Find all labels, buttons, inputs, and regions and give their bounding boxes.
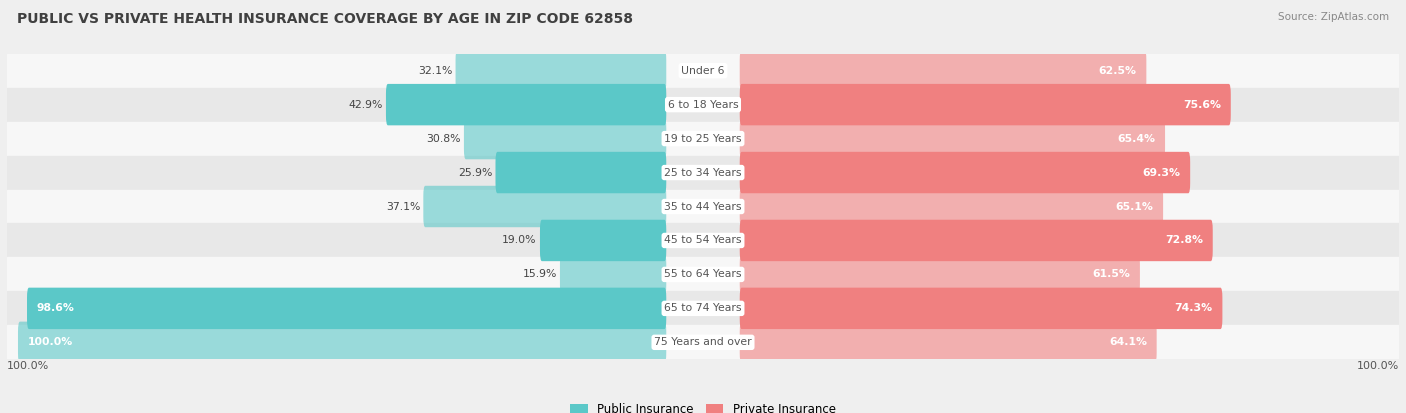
- Text: 42.9%: 42.9%: [349, 100, 382, 109]
- Bar: [7, 54, 1399, 88]
- FancyBboxPatch shape: [740, 50, 1146, 91]
- Text: 62.5%: 62.5%: [1098, 66, 1136, 76]
- Bar: [7, 156, 1399, 190]
- Text: 30.8%: 30.8%: [426, 133, 461, 144]
- Text: 69.3%: 69.3%: [1143, 168, 1181, 178]
- Text: 64.1%: 64.1%: [1109, 337, 1147, 347]
- FancyBboxPatch shape: [18, 322, 666, 363]
- FancyBboxPatch shape: [456, 50, 666, 91]
- Text: 37.1%: 37.1%: [385, 202, 420, 211]
- Bar: [7, 257, 1399, 292]
- Bar: [7, 121, 1399, 156]
- Text: 25 to 34 Years: 25 to 34 Years: [664, 168, 742, 178]
- Text: Under 6: Under 6: [682, 66, 724, 76]
- Text: 61.5%: 61.5%: [1092, 269, 1130, 280]
- Legend: Public Insurance, Private Insurance: Public Insurance, Private Insurance: [565, 398, 841, 413]
- Text: 65 to 74 Years: 65 to 74 Years: [664, 304, 742, 313]
- FancyBboxPatch shape: [740, 118, 1166, 159]
- Bar: [7, 292, 1399, 325]
- FancyBboxPatch shape: [740, 288, 1222, 329]
- Text: 74.3%: 74.3%: [1174, 304, 1213, 313]
- Text: 100.0%: 100.0%: [7, 361, 49, 371]
- FancyBboxPatch shape: [740, 84, 1230, 125]
- Text: 32.1%: 32.1%: [418, 66, 453, 76]
- Text: 45 to 54 Years: 45 to 54 Years: [664, 235, 742, 245]
- Text: 65.1%: 65.1%: [1115, 202, 1153, 211]
- Text: 75.6%: 75.6%: [1182, 100, 1220, 109]
- Text: 98.6%: 98.6%: [37, 304, 75, 313]
- FancyBboxPatch shape: [27, 288, 666, 329]
- Text: Source: ZipAtlas.com: Source: ZipAtlas.com: [1278, 12, 1389, 22]
- Text: 100.0%: 100.0%: [1357, 361, 1399, 371]
- FancyBboxPatch shape: [740, 254, 1140, 295]
- Text: 55 to 64 Years: 55 to 64 Years: [664, 269, 742, 280]
- FancyBboxPatch shape: [740, 186, 1163, 227]
- Bar: [7, 223, 1399, 257]
- FancyBboxPatch shape: [423, 186, 666, 227]
- Text: 35 to 44 Years: 35 to 44 Years: [664, 202, 742, 211]
- FancyBboxPatch shape: [740, 322, 1157, 363]
- Bar: [7, 325, 1399, 359]
- Text: 25.9%: 25.9%: [458, 168, 492, 178]
- Bar: [7, 190, 1399, 223]
- FancyBboxPatch shape: [540, 220, 666, 261]
- Bar: [7, 88, 1399, 121]
- Text: 72.8%: 72.8%: [1166, 235, 1204, 245]
- FancyBboxPatch shape: [385, 84, 666, 125]
- Text: 19.0%: 19.0%: [502, 235, 537, 245]
- Text: 19 to 25 Years: 19 to 25 Years: [664, 133, 742, 144]
- FancyBboxPatch shape: [464, 118, 666, 159]
- Text: 15.9%: 15.9%: [523, 269, 557, 280]
- Text: 75 Years and over: 75 Years and over: [654, 337, 752, 347]
- Text: PUBLIC VS PRIVATE HEALTH INSURANCE COVERAGE BY AGE IN ZIP CODE 62858: PUBLIC VS PRIVATE HEALTH INSURANCE COVER…: [17, 12, 633, 26]
- Text: 65.4%: 65.4%: [1118, 133, 1156, 144]
- Text: 6 to 18 Years: 6 to 18 Years: [668, 100, 738, 109]
- FancyBboxPatch shape: [495, 152, 666, 193]
- FancyBboxPatch shape: [560, 254, 666, 295]
- FancyBboxPatch shape: [740, 220, 1213, 261]
- FancyBboxPatch shape: [740, 152, 1191, 193]
- Text: 100.0%: 100.0%: [28, 337, 73, 347]
